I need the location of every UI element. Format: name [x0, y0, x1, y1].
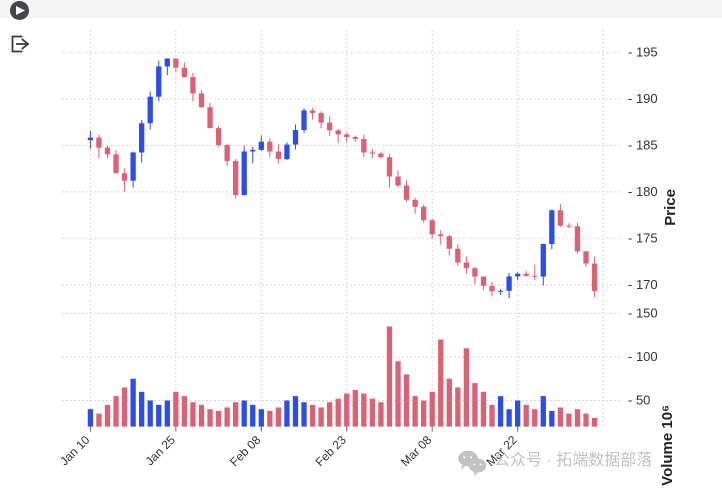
svg-text:Price: Price: [662, 189, 679, 226]
svg-text:Volume 10⁶: Volume 10⁶: [659, 405, 676, 486]
svg-text:公众号 · 拓端数据部落: 公众号 · 拓端数据部落: [494, 451, 652, 469]
svg-text:- 195: - 195: [628, 44, 658, 59]
svg-text:- 190: - 190: [628, 91, 658, 106]
svg-text:- 50: - 50: [628, 393, 650, 408]
svg-text:- 180: - 180: [628, 184, 658, 199]
svg-text:- 170: - 170: [628, 277, 658, 292]
svg-text:- 100: - 100: [628, 349, 658, 364]
svg-text:- 185: - 185: [628, 137, 658, 152]
svg-text:- 150: - 150: [628, 305, 658, 320]
svg-text:- 175: - 175: [628, 230, 658, 245]
